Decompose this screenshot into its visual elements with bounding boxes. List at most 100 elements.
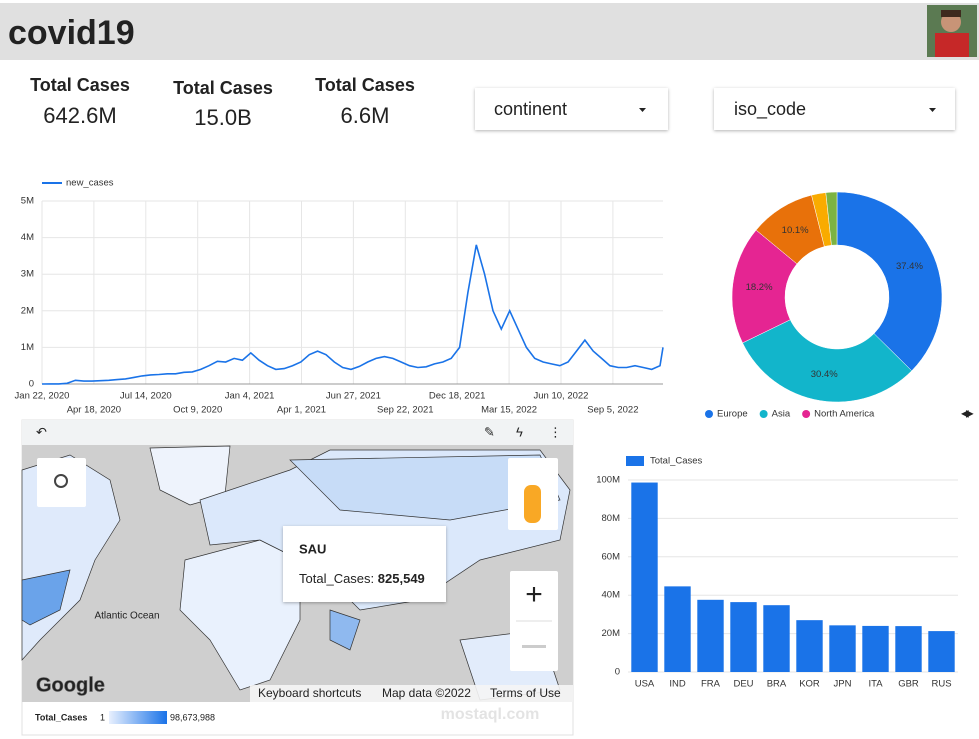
avatar [927, 5, 977, 57]
bar [796, 620, 823, 672]
x-tick-label: Apr 18, 2020 [67, 405, 121, 416]
line-series [41, 244, 664, 385]
x-tick-label: USA [635, 679, 655, 690]
y-tick-label: 20M [602, 628, 621, 639]
x-tick-label: Apr 1, 2021 [277, 405, 326, 416]
scorecard-label: Total Cases [30, 75, 130, 95]
x-tick-label: ITA [868, 679, 883, 690]
legend-swatch [802, 410, 811, 418]
svg-text:✎: ✎ [484, 424, 495, 439]
pie-slice [836, 191, 943, 372]
scorecard-value: 6.6M [341, 103, 390, 128]
svg-text:⋮: ⋮ [549, 424, 562, 439]
map-attribution[interactable]: Keyboard shortcuts [258, 686, 361, 700]
filter-label: iso_code [734, 99, 806, 120]
y-tick-label: 5M [21, 196, 34, 207]
map-legend-scale [109, 711, 167, 724]
x-tick-label: GBR [898, 679, 919, 690]
watermark: mostaql.com [441, 706, 540, 723]
legend-swatch [705, 410, 713, 418]
x-tick-label: Mar 15, 2022 [481, 405, 537, 416]
legend-label: Asia [772, 409, 791, 420]
x-tick-label: Jul 14, 2020 [120, 391, 172, 402]
map-legend-min: 1 [100, 712, 105, 722]
map-attribution: Map data ©2022 [382, 686, 471, 700]
map-legend-title: Total_Cases [35, 712, 87, 722]
legend-swatch [626, 456, 644, 466]
map-locate[interactable] [37, 458, 86, 507]
tooltip-value: 825,549 [378, 571, 425, 586]
bar [829, 625, 856, 672]
y-tick-label: 2M [21, 305, 34, 316]
bar [664, 586, 691, 672]
pie-slice [742, 319, 913, 403]
pie-slice [731, 229, 798, 344]
svg-text:ϟ: ϟ [516, 424, 523, 439]
x-tick-label: Oct 9, 2020 [173, 405, 222, 416]
filter-iso-code[interactable]: iso_code [714, 88, 955, 130]
y-tick-label: 3M [21, 269, 34, 280]
y-tick-label: 100M [596, 475, 620, 486]
y-tick-label: 4M [21, 232, 34, 243]
y-tick-label: 0 [615, 667, 620, 678]
svg-text:+: + [525, 578, 543, 611]
bar [895, 626, 922, 672]
map-card: ↶ ✎ ϟ ⋮ Atlantic Ocean + SAU Total_Cases… [21, 419, 574, 736]
scorecard-value: 15.0B [194, 105, 252, 130]
x-tick-label: IND [669, 679, 686, 690]
x-tick-label: RUS [931, 679, 951, 690]
x-tick-label: Jan 4, 2021 [225, 391, 275, 402]
pie-label: 10.1% [782, 225, 809, 236]
map-tooltip: SAU Total_Cases: 825,549 [283, 526, 446, 602]
ocean-label: Atlantic Ocean [94, 611, 159, 622]
land [289, 454, 561, 521]
x-tick-label: BRA [767, 679, 787, 690]
legend-label: Europe [717, 409, 748, 420]
map-attribution[interactable]: Terms of Use [490, 686, 561, 700]
x-tick-label: Jun 10, 2022 [534, 391, 589, 402]
y-tick-label: 40M [602, 590, 621, 601]
x-tick-label: Dec 18, 2021 [429, 391, 486, 402]
land [21, 569, 71, 626]
x-tick-label: DEU [733, 679, 753, 690]
bar [862, 625, 889, 672]
scorecard-label: Total Cases [173, 78, 273, 98]
scorecard-value: 642.6M [43, 103, 116, 128]
tooltip-label: Total_Cases: [299, 571, 374, 586]
header-bar [0, 3, 979, 60]
x-tick-label: JPN [834, 679, 852, 690]
pie-label: 18.2% [746, 282, 773, 293]
legend-next[interactable]: ▶ [966, 409, 974, 420]
legend-label: new_cases [66, 178, 114, 189]
dashboard-title: covid19 [8, 14, 135, 52]
x-tick-label: KOR [799, 679, 820, 690]
x-tick-label: Jan 22, 2020 [15, 391, 70, 402]
pie-label: 37.4% [896, 261, 923, 272]
x-tick-label: FRA [701, 679, 721, 690]
legend-swatch [759, 410, 768, 418]
map-legend-max: 98,673,988 [170, 712, 215, 722]
pie-label: 30.4% [811, 369, 838, 380]
scorecard-label: Total Cases [315, 75, 415, 95]
filter-continent[interactable]: continent [475, 88, 668, 130]
x-tick-label: Sep 22, 2021 [377, 405, 434, 416]
tooltip-text: Total_Cases: 825,549 [299, 571, 425, 586]
bar [763, 605, 790, 672]
land [329, 609, 361, 651]
svg-text:↶: ↶ [36, 424, 47, 439]
legend-label: Total_Cases [650, 456, 703, 467]
pie-slice [825, 191, 838, 246]
y-tick-label: 80M [602, 513, 621, 524]
bar [928, 631, 955, 672]
map-logo: Google [36, 674, 105, 696]
legend-prev[interactable]: ◀ [961, 409, 969, 420]
x-tick-label: Sep 5, 2022 [587, 405, 638, 416]
bar [697, 599, 724, 672]
y-tick-label: 60M [602, 551, 621, 562]
tooltip-title: SAU [299, 541, 326, 556]
pegman[interactable] [524, 485, 541, 523]
x-tick-label: Jun 27, 2021 [326, 391, 381, 402]
y-tick-label: 0 [29, 379, 34, 390]
y-tick-label: 1M [21, 342, 34, 353]
